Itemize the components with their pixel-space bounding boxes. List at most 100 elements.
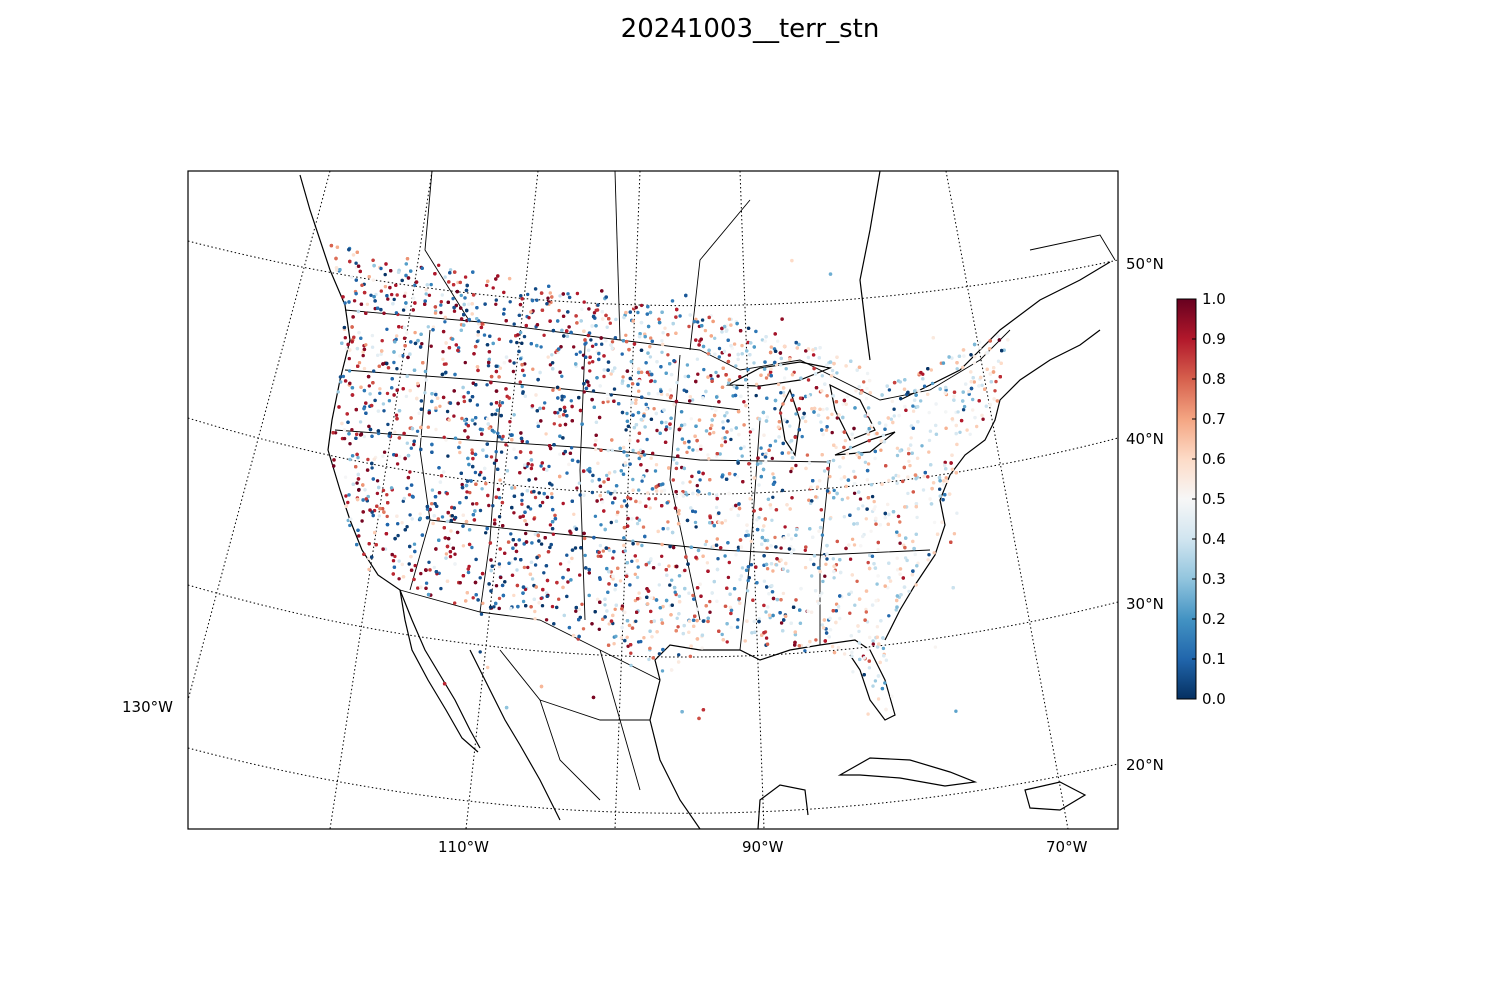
station-point bbox=[657, 317, 661, 321]
station-point bbox=[425, 283, 429, 287]
station-point bbox=[610, 340, 615, 344]
station-point bbox=[848, 513, 852, 517]
station-point bbox=[661, 647, 665, 652]
station-point bbox=[820, 453, 824, 457]
station-point bbox=[511, 546, 515, 550]
station-point bbox=[362, 434, 366, 439]
station-point bbox=[522, 565, 527, 570]
station-point bbox=[515, 340, 519, 345]
station-point bbox=[674, 399, 679, 404]
station-point bbox=[619, 636, 624, 640]
station-point bbox=[794, 598, 798, 602]
station-point bbox=[850, 432, 854, 436]
station-point bbox=[609, 491, 613, 496]
station-point bbox=[850, 573, 854, 577]
station-point bbox=[771, 613, 775, 618]
station-point bbox=[582, 493, 586, 497]
station-point bbox=[444, 438, 448, 442]
station-point bbox=[467, 542, 472, 547]
station-point bbox=[405, 257, 410, 261]
station-point bbox=[795, 346, 799, 350]
station-point bbox=[738, 538, 743, 542]
station-point bbox=[696, 493, 700, 497]
station-point bbox=[637, 488, 641, 492]
station-point bbox=[485, 343, 490, 347]
station-point bbox=[646, 589, 651, 593]
station-point bbox=[466, 424, 470, 428]
station-point bbox=[542, 491, 546, 496]
station-point bbox=[444, 552, 449, 556]
station-point bbox=[728, 605, 733, 610]
station-point bbox=[726, 359, 731, 364]
station-point bbox=[884, 658, 889, 662]
station-point bbox=[897, 533, 902, 537]
station-point bbox=[574, 362, 578, 366]
station-point bbox=[676, 660, 681, 664]
station-point bbox=[567, 325, 571, 329]
station-point bbox=[433, 311, 438, 315]
station-point bbox=[595, 499, 599, 503]
station-point bbox=[867, 659, 871, 663]
station-point bbox=[567, 625, 572, 630]
station-point bbox=[407, 493, 412, 497]
station-point bbox=[664, 425, 669, 429]
station-point bbox=[708, 478, 712, 482]
station-point bbox=[527, 316, 531, 320]
station-point bbox=[605, 473, 609, 478]
station-point bbox=[677, 512, 681, 516]
station-point bbox=[771, 596, 776, 601]
station-point bbox=[865, 507, 869, 511]
station-point bbox=[383, 547, 388, 551]
station-point bbox=[413, 283, 417, 287]
station-point bbox=[701, 708, 706, 712]
station-point bbox=[811, 479, 815, 483]
station-point bbox=[883, 427, 887, 431]
station-point bbox=[620, 410, 625, 415]
station-point bbox=[614, 583, 618, 587]
station-point bbox=[430, 502, 434, 506]
station-point bbox=[462, 395, 466, 399]
station-point bbox=[551, 367, 555, 371]
station-point bbox=[789, 450, 794, 454]
station-point bbox=[658, 606, 662, 610]
station-point bbox=[874, 516, 878, 521]
station-point bbox=[844, 484, 848, 489]
station-point bbox=[386, 297, 390, 301]
station-point bbox=[453, 436, 458, 440]
station-point bbox=[442, 362, 447, 366]
station-point bbox=[701, 619, 706, 623]
station-point bbox=[862, 673, 866, 677]
station-point bbox=[365, 302, 370, 306]
station-point bbox=[480, 571, 485, 576]
station-point bbox=[362, 366, 367, 371]
station-point bbox=[440, 372, 445, 377]
station-point bbox=[459, 293, 463, 298]
station-point bbox=[367, 275, 371, 279]
station-point bbox=[667, 564, 671, 568]
station-point bbox=[550, 492, 554, 496]
station-point bbox=[775, 557, 779, 561]
station-point bbox=[941, 361, 946, 365]
station-point bbox=[814, 638, 818, 642]
station-point bbox=[546, 296, 550, 300]
station-point bbox=[764, 376, 769, 380]
station-point bbox=[715, 452, 719, 456]
station-point bbox=[812, 366, 816, 371]
station-point bbox=[864, 610, 868, 614]
station-point bbox=[651, 656, 655, 660]
station-point bbox=[838, 465, 842, 469]
station-point bbox=[895, 530, 899, 534]
station-point bbox=[473, 422, 477, 426]
station-point bbox=[342, 325, 347, 330]
station-point bbox=[776, 382, 781, 387]
station-point bbox=[783, 525, 787, 529]
station-point bbox=[350, 386, 355, 390]
station-point bbox=[532, 517, 536, 521]
station-point bbox=[659, 392, 664, 396]
station-point bbox=[508, 359, 512, 363]
station-point bbox=[474, 482, 478, 486]
station-point bbox=[403, 344, 407, 348]
station-point bbox=[403, 528, 407, 532]
station-point bbox=[368, 392, 372, 396]
station-point bbox=[954, 423, 958, 428]
